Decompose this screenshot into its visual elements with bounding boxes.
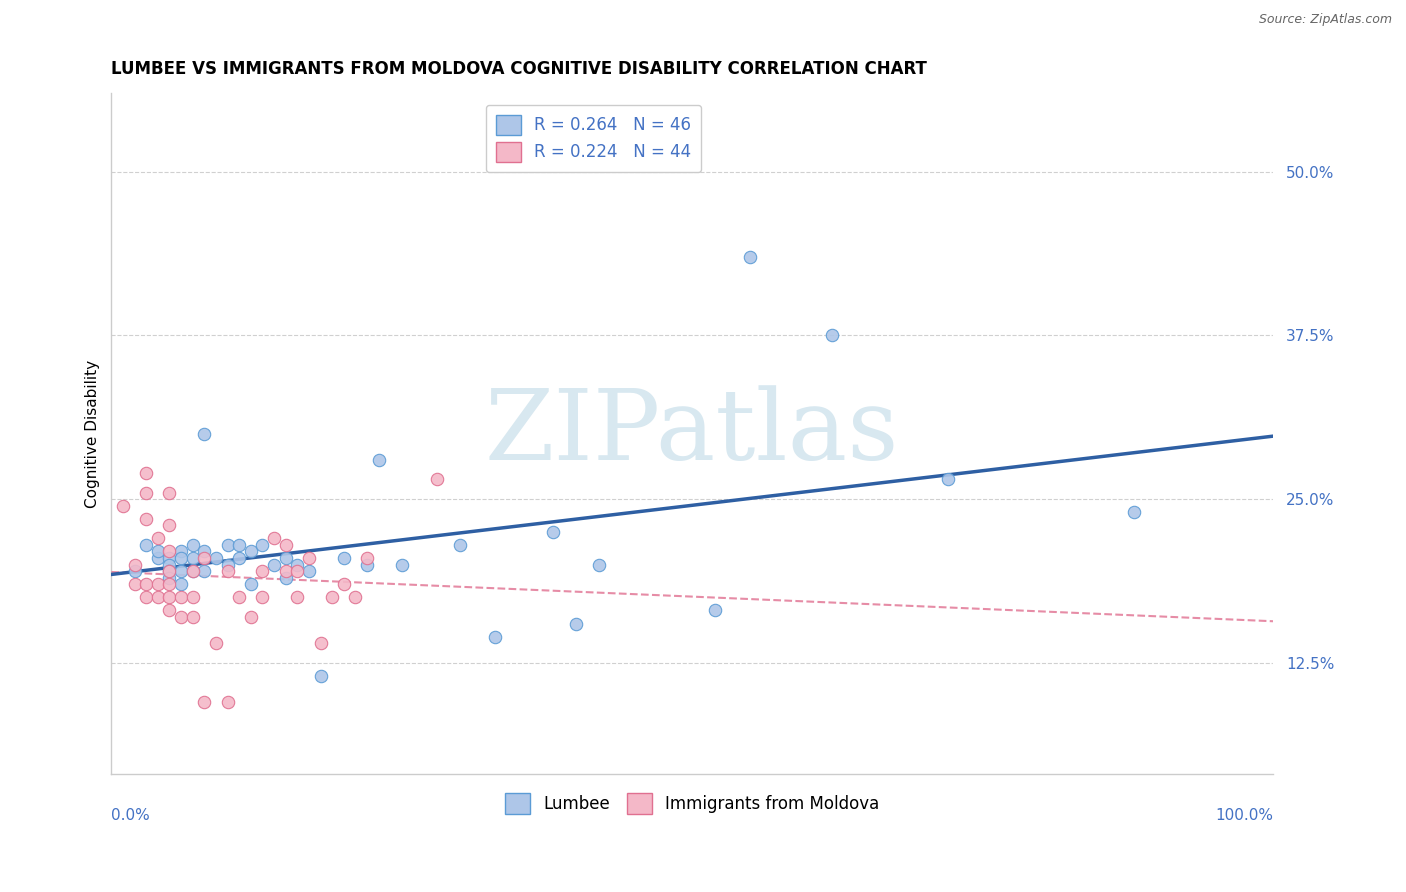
Text: ZIPatlas: ZIPatlas [485, 385, 900, 482]
Point [146, 577, 169, 591]
Point [274, 571, 297, 585]
Point [332, 551, 354, 566]
Point [124, 564, 146, 578]
Point [193, 544, 215, 558]
Point [159, 591, 181, 605]
Point [170, 551, 193, 566]
Point [239, 544, 262, 558]
Point [217, 695, 239, 709]
Point [332, 577, 354, 591]
Point [135, 577, 157, 591]
Point [170, 610, 193, 624]
Point [449, 538, 471, 552]
Point [239, 577, 262, 591]
Point [135, 512, 157, 526]
Point [135, 485, 157, 500]
Text: 100.0%: 100.0% [1215, 808, 1272, 823]
Point [309, 636, 332, 650]
Point [356, 558, 378, 572]
Point [367, 452, 389, 467]
Point [170, 564, 193, 578]
Point [252, 564, 274, 578]
Point [263, 558, 285, 572]
Point [159, 577, 181, 591]
Legend: Lumbee, Immigrants from Moldova: Lumbee, Immigrants from Moldova [498, 787, 886, 821]
Point [309, 669, 332, 683]
Point [484, 630, 506, 644]
Point [1122, 505, 1144, 519]
Point [146, 551, 169, 566]
Point [740, 250, 762, 264]
Point [704, 603, 727, 617]
Point [565, 616, 588, 631]
Point [181, 610, 204, 624]
Point [170, 577, 193, 591]
Point [159, 564, 181, 578]
Point [285, 591, 308, 605]
Point [541, 524, 564, 539]
Point [228, 538, 250, 552]
Point [285, 558, 308, 572]
Point [159, 551, 181, 566]
Point [274, 551, 297, 566]
Point [135, 466, 157, 480]
Point [228, 551, 250, 566]
Point [135, 538, 157, 552]
Text: Source: ZipAtlas.com: Source: ZipAtlas.com [1258, 13, 1392, 27]
Point [170, 591, 193, 605]
Point [193, 695, 215, 709]
Point [124, 577, 146, 591]
Point [321, 591, 343, 605]
Point [159, 564, 181, 578]
Point [146, 591, 169, 605]
Point [205, 636, 228, 650]
Point [217, 558, 239, 572]
Point [159, 518, 181, 533]
Point [124, 558, 146, 572]
Point [181, 551, 204, 566]
Point [159, 558, 181, 572]
Point [239, 610, 262, 624]
Point [285, 564, 308, 578]
Point [193, 564, 215, 578]
Point [252, 538, 274, 552]
Point [159, 544, 181, 558]
Point [193, 551, 215, 566]
Point [217, 564, 239, 578]
Point [252, 591, 274, 605]
Point [263, 532, 285, 546]
Point [274, 564, 297, 578]
Point [193, 426, 215, 441]
Point [159, 571, 181, 585]
Point [181, 591, 204, 605]
Point [936, 472, 959, 486]
Text: 0.0%: 0.0% [111, 808, 150, 823]
Point [820, 328, 842, 343]
Point [170, 544, 193, 558]
Point [228, 591, 250, 605]
Point [298, 564, 321, 578]
Point [391, 558, 413, 572]
Y-axis label: Cognitive Disability: Cognitive Disability [86, 359, 100, 508]
Point [426, 472, 449, 486]
Point [205, 551, 228, 566]
Text: LUMBEE VS IMMIGRANTS FROM MOLDOVA COGNITIVE DISABILITY CORRELATION CHART: LUMBEE VS IMMIGRANTS FROM MOLDOVA COGNIT… [111, 60, 928, 78]
Point [181, 564, 204, 578]
Point [159, 485, 181, 500]
Point [298, 551, 321, 566]
Point [274, 538, 297, 552]
Point [146, 532, 169, 546]
Point [135, 591, 157, 605]
Point [217, 538, 239, 552]
Point [146, 544, 169, 558]
Point [159, 603, 181, 617]
Point [181, 538, 204, 552]
Point [588, 558, 610, 572]
Point [356, 551, 378, 566]
Point [181, 564, 204, 578]
Point [112, 499, 135, 513]
Point [344, 591, 367, 605]
